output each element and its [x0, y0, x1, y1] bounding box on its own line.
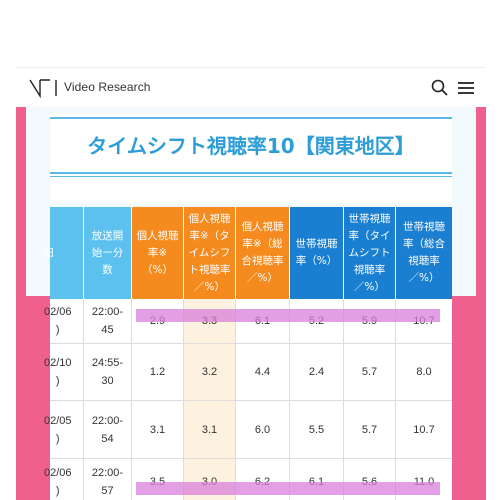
row-date: 02/06)	[44, 459, 84, 500]
page-title: タイムシフト視聴率10【関東地区】	[87, 134, 415, 158]
pink-left-border	[16, 107, 26, 500]
row-time: 22:00- 57	[84, 459, 132, 500]
header-personal-timeshift: 個人視聴 率※（タ イムシフ ト視聴率 ／%）	[184, 207, 236, 299]
row-household-rating: 5.5	[290, 401, 344, 458]
row-date: 02/05)	[44, 401, 84, 458]
header-household-total: 世帯視聴 率（総合 視聴率 ／%）	[396, 207, 452, 299]
row-date: 02/06)	[44, 299, 84, 343]
row-personal-rating: 1.2	[132, 344, 184, 400]
search-icon[interactable]	[430, 78, 450, 98]
row-household-total: 8.0	[416, 366, 432, 378]
row-household-timeshift: 5.7	[344, 401, 396, 458]
brand-name[interactable]: Video Research	[64, 80, 151, 94]
row-household-rating: 2.4	[290, 344, 344, 400]
header-household-timeshift: 世帯視聴 率（タイ ムシフト 視聴率 ／%）	[344, 207, 396, 299]
row-personal-rating: 3.1	[132, 401, 184, 458]
site-header: Video Research	[16, 67, 486, 107]
pink-right-border	[476, 107, 486, 500]
row-personal-timeshift: 3.1	[184, 401, 236, 458]
header-personal-total: 個人視聴 率※（総 合視聴率 ／%）	[236, 207, 290, 299]
header-personal-rating: 個人視聴 率※ （%）	[132, 207, 184, 299]
video-research-logo-icon[interactable]	[28, 76, 64, 98]
row-personal-total: 6.0	[236, 401, 290, 458]
row-household-total: 10.7	[413, 423, 435, 436]
row-personal-timeshift: 3.2	[184, 344, 236, 400]
header-start-time: 放送開 始ー分数	[84, 207, 132, 299]
row-time: 22:00- 45	[84, 299, 132, 343]
row-time: 24:55- 30	[84, 344, 132, 400]
row-date: 02/10)	[44, 344, 84, 400]
header-household-rating: 世帯視聴 率（%）	[290, 207, 344, 299]
title-box	[50, 113, 452, 203]
table-row: 02/05) 22:00- 54 3.1 3.1 6.0 5.5 5.7 10.7	[44, 401, 452, 459]
title-rule-top	[50, 117, 452, 119]
highlight-mark	[136, 309, 440, 322]
row-time: 22:00- 54	[84, 401, 132, 458]
hamburger-menu-icon[interactable]	[456, 78, 476, 98]
header-date: 日	[44, 207, 84, 299]
title-rule-bottom-2	[50, 176, 452, 177]
title-rule-bottom-1	[50, 172, 452, 174]
row-household-timeshift: 5.7	[344, 344, 396, 400]
table-row: 02/10) 24:55- 30 1.2 3.2 4.4 2.4 5.7 8.0	[44, 344, 452, 401]
row-personal-total: 4.4	[236, 344, 290, 400]
highlight-mark	[136, 482, 440, 495]
